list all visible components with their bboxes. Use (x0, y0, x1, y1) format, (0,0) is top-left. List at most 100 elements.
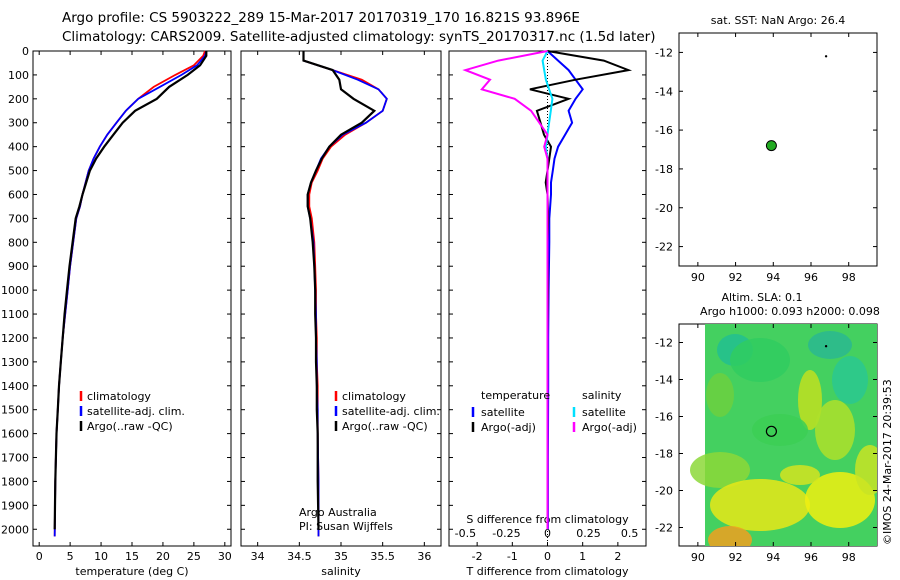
legend-label: satellite (481, 406, 525, 419)
legend-label: Argo(-adj) (481, 421, 536, 434)
argo-position-marker (765, 140, 777, 152)
heatmap-cell (815, 400, 855, 460)
panel-frame (32, 50, 232, 547)
legend-label: satellite (582, 406, 626, 419)
depth-tick-label: 1600 (1, 428, 29, 441)
x-tick-label: 2 (614, 550, 621, 563)
x-tick-label-secondary: 0.25 (576, 527, 601, 540)
annotation-text: Argo Australia (299, 506, 377, 519)
x-axis-label: salinity (321, 565, 361, 578)
x-tick-label-secondary: 0 (544, 527, 551, 540)
depth-tick-label: 2000 (1, 523, 29, 536)
legend-label: Argo(-adj) (582, 421, 637, 434)
legend-label: climatology (87, 390, 151, 403)
heatmap-cell (798, 370, 822, 430)
x-tick-label-secondary: 0.5 (621, 527, 639, 540)
x-tick-label: 98 (842, 551, 856, 564)
depth-tick-label: 900 (8, 260, 29, 273)
x-tick-label-secondary: -0.5 (455, 527, 476, 540)
x-tick-label: 36 (417, 550, 431, 563)
heatmap-cell (706, 373, 734, 417)
heatmap-cell (780, 465, 820, 485)
x-tick-label: 5 (67, 550, 74, 563)
x-tick-label: 10 (94, 550, 108, 563)
heatmap-cell (690, 452, 750, 488)
x-tick-label: 94 (766, 551, 780, 564)
header-line-2: Climatology: CARS2009. Satellite-adjuste… (62, 29, 655, 45)
heatmap-cell (752, 414, 808, 446)
heatmap-cell (710, 479, 810, 531)
depth-tick-label: 1200 (1, 332, 29, 345)
legend-title: salinity (582, 389, 622, 402)
side-stamp: ©IMOS 24-Mar-2017 20:39:53 (881, 379, 894, 545)
track-dot (824, 345, 828, 348)
series-line (302, 51, 377, 530)
x-tick-label: 30 (218, 550, 232, 563)
depth-tick-label: 1100 (1, 308, 29, 321)
depth-tick-label: 1000 (1, 284, 29, 297)
heatmap-cell (855, 445, 877, 495)
y-tick-label: -14 (655, 85, 673, 98)
x-axis-label: temperature (deg C) (75, 565, 188, 578)
map-subtitle: Argo h1000: 0.093 h2000: 0.098 (700, 305, 880, 318)
depth-tick-label: 0 (22, 45, 29, 58)
x-tick-label: 34.5 (287, 550, 312, 563)
x-tick-label: 35 (334, 550, 348, 563)
depth-tick-label: 200 (8, 93, 29, 106)
y-tick-label: -12 (655, 337, 673, 350)
x-tick-label: -1 (507, 550, 518, 563)
track-dot (824, 55, 828, 58)
heatmap (690, 324, 877, 546)
x-tick-label: 90 (691, 551, 705, 564)
heatmap-cell (805, 472, 875, 528)
depth-tick-label: 1900 (1, 499, 29, 512)
heatmap-cell (808, 331, 852, 359)
map-title: Altim. SLA: 0.1 (721, 291, 802, 304)
x-tick-label: 0 (36, 550, 43, 563)
x-tick-label: 92 (729, 551, 743, 564)
argo-position-marker (765, 425, 778, 437)
map-title: sat. SST: NaN Argo: 26.4 (711, 14, 845, 27)
x-tick-label: 25 (187, 550, 201, 563)
x-tick-label: 0 (544, 550, 551, 563)
legend-label: satellite-adj. clim. (342, 405, 440, 418)
x-tick-label: 96 (804, 271, 818, 284)
depth-tick-label: 300 (8, 117, 29, 130)
x-tick-label: 94 (766, 271, 780, 284)
legend-label: Argo(..raw -QC) (87, 420, 173, 433)
depth-tick-label: 1800 (1, 475, 29, 488)
y-tick-label: -20 (655, 485, 673, 498)
x-axis-label: T difference from climatology (466, 565, 629, 578)
depth-tick-label: 100 (8, 69, 29, 82)
legend-label: satellite-adj. clim. (87, 405, 185, 418)
legend-label: Argo(..raw -QC) (342, 420, 428, 433)
legend-label: climatology (342, 390, 406, 403)
x-tick-label: 96 (804, 551, 818, 564)
depth-tick-label: 500 (8, 165, 29, 178)
y-tick-label: -18 (655, 448, 673, 461)
legend-title: temperature (481, 389, 550, 402)
y-tick-label: -16 (655, 411, 673, 424)
x-tick-label: 15 (125, 550, 139, 563)
y-tick-label: -14 (655, 374, 673, 387)
depth-tick-label: 1400 (1, 380, 29, 393)
depth-tick-label: 600 (8, 188, 29, 201)
x-tick-label: 1 (579, 550, 586, 563)
x-tick-label: -2 (472, 550, 483, 563)
x-tick-label: 35.5 (370, 550, 395, 563)
y-tick-label: -16 (655, 124, 673, 137)
y-tick-label: -12 (655, 46, 673, 59)
map-frame (678, 32, 878, 267)
depth-tick-label: 1500 (1, 404, 29, 417)
panel-frame (240, 50, 442, 547)
depth-tick-label: 1300 (1, 356, 29, 369)
depth-tick-label: 400 (8, 141, 29, 154)
x-tick-label: 34 (251, 550, 265, 563)
heatmap-cell (832, 356, 868, 404)
y-tick-label: -22 (655, 241, 673, 254)
y-tick-label: -18 (655, 163, 673, 176)
x-tick-label: 98 (842, 271, 856, 284)
header-line-1: Argo profile: CS 5903222_289 15-Mar-2017… (62, 10, 580, 26)
heatmap-cell (708, 526, 752, 546)
